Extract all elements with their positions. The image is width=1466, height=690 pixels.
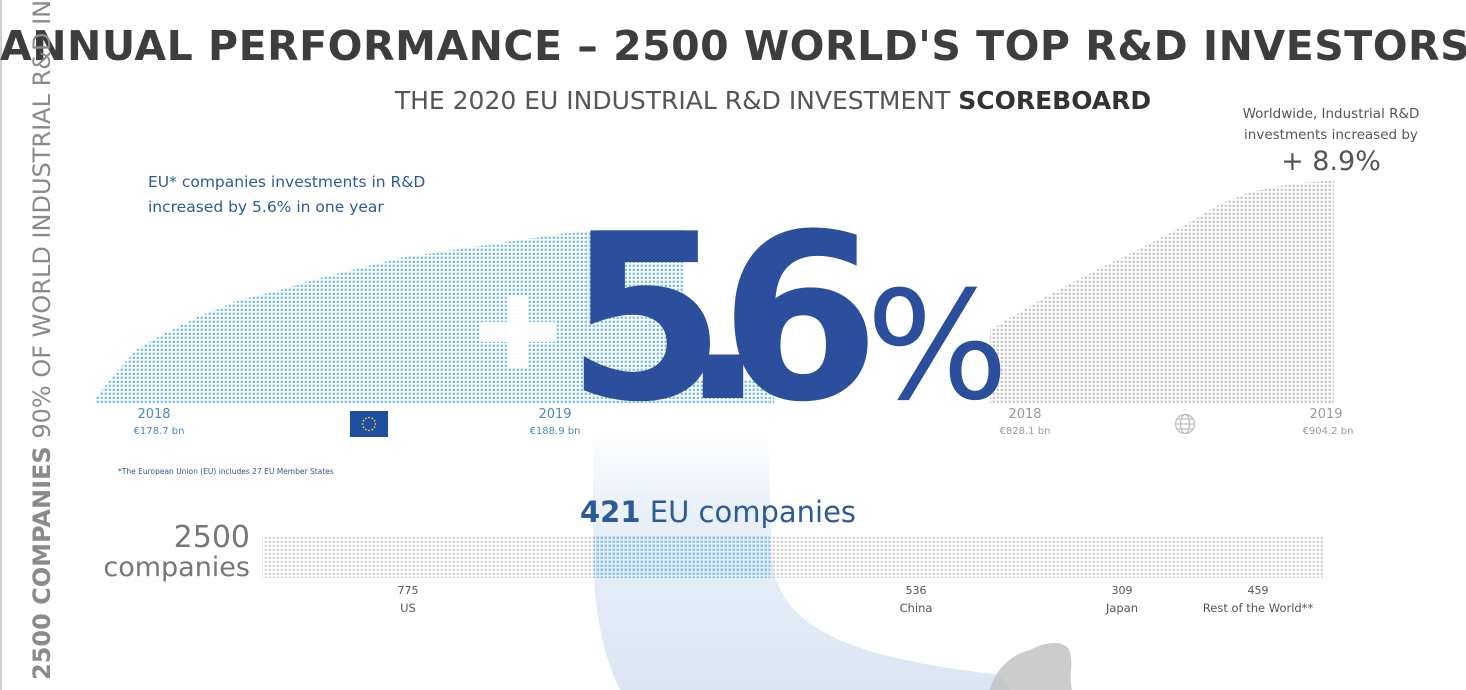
subtitle-normal: THE 2020 EU INDUSTRIAL R&D INVESTMENT <box>394 86 959 115</box>
world-year-start: 2018 <box>1008 407 1042 422</box>
worldwide-growth: + 8.9% <box>1281 146 1381 177</box>
eu-note-line1: EU* companies investments in R&D <box>148 173 426 191</box>
side-label-normal: 90% OF WORLD INDUSTRIAL R&D INVESTMENTS <box>28 0 56 439</box>
world-investment-area <box>990 180 1334 404</box>
side-label-bold: 2500 COMPANIES <box>28 446 56 680</box>
eu-year-end: 2019 <box>538 407 572 422</box>
region-count-china: 536 <box>905 584 927 597</box>
worldwide-note-line2: investments increased by <box>1244 127 1418 143</box>
subtitle: THE 2020 EU INDUSTRIAL R&D INVESTMENT SC… <box>0 86 1466 115</box>
companies-bar <box>262 536 1324 578</box>
eu-footnote: *The European Union (EU) includes 27 EU … <box>118 467 334 476</box>
eu-note: EU* companies investments in R&D increas… <box>148 170 425 220</box>
eu-companies-label: 421 EU companies <box>580 495 856 529</box>
region-label-rest: Rest of the World** <box>1202 601 1314 615</box>
eu-note-line2: increased by 5.6% in one year <box>148 198 384 216</box>
region-label-us: US <box>400 601 416 615</box>
region-label-japan: Japan <box>1105 601 1139 615</box>
total-companies-label: companies <box>103 552 250 583</box>
eu-investment-area <box>96 230 774 404</box>
globe-icon <box>1174 413 1196 435</box>
worldwide-note: Worldwide, Industrial R&D investments in… <box>1236 104 1426 146</box>
eu-flag-icon <box>350 411 388 437</box>
world-value-start: €828.1 bn <box>999 426 1051 437</box>
region-count-rest: 459 <box>1247 584 1269 597</box>
eu-companies-text: EU companies <box>640 495 857 529</box>
subtitle-bold: SCOREBOARD <box>958 86 1152 115</box>
eu-value-end: €188.9 bn <box>529 426 581 437</box>
region-count-us: 775 <box>397 584 419 597</box>
eu-companies-count: 421 <box>580 495 641 529</box>
big-number: 5.6 <box>566 186 868 453</box>
growth-figure: 5.6 % <box>480 186 1009 453</box>
eu-year-start: 2018 <box>137 407 171 422</box>
region-count-japan: 309 <box>1111 584 1133 597</box>
world-year-end: 2019 <box>1309 407 1343 422</box>
world-value-end: €904.2 bn <box>1302 426 1354 437</box>
eu-value-start: €178.7 bn <box>133 426 185 437</box>
worldwide-note-line1: Worldwide, Industrial R&D <box>1242 106 1420 122</box>
total-companies-number: 2500 <box>173 520 250 555</box>
page-title: ANNUAL PERFORMANCE – 2500 WORLD'S TOP R&… <box>0 22 1466 70</box>
region-label-china: China <box>899 601 933 615</box>
side-label: 2500 COMPANIES 90% OF WORLD INDUSTRIAL R… <box>28 0 56 680</box>
big-percent: % <box>866 260 1009 434</box>
